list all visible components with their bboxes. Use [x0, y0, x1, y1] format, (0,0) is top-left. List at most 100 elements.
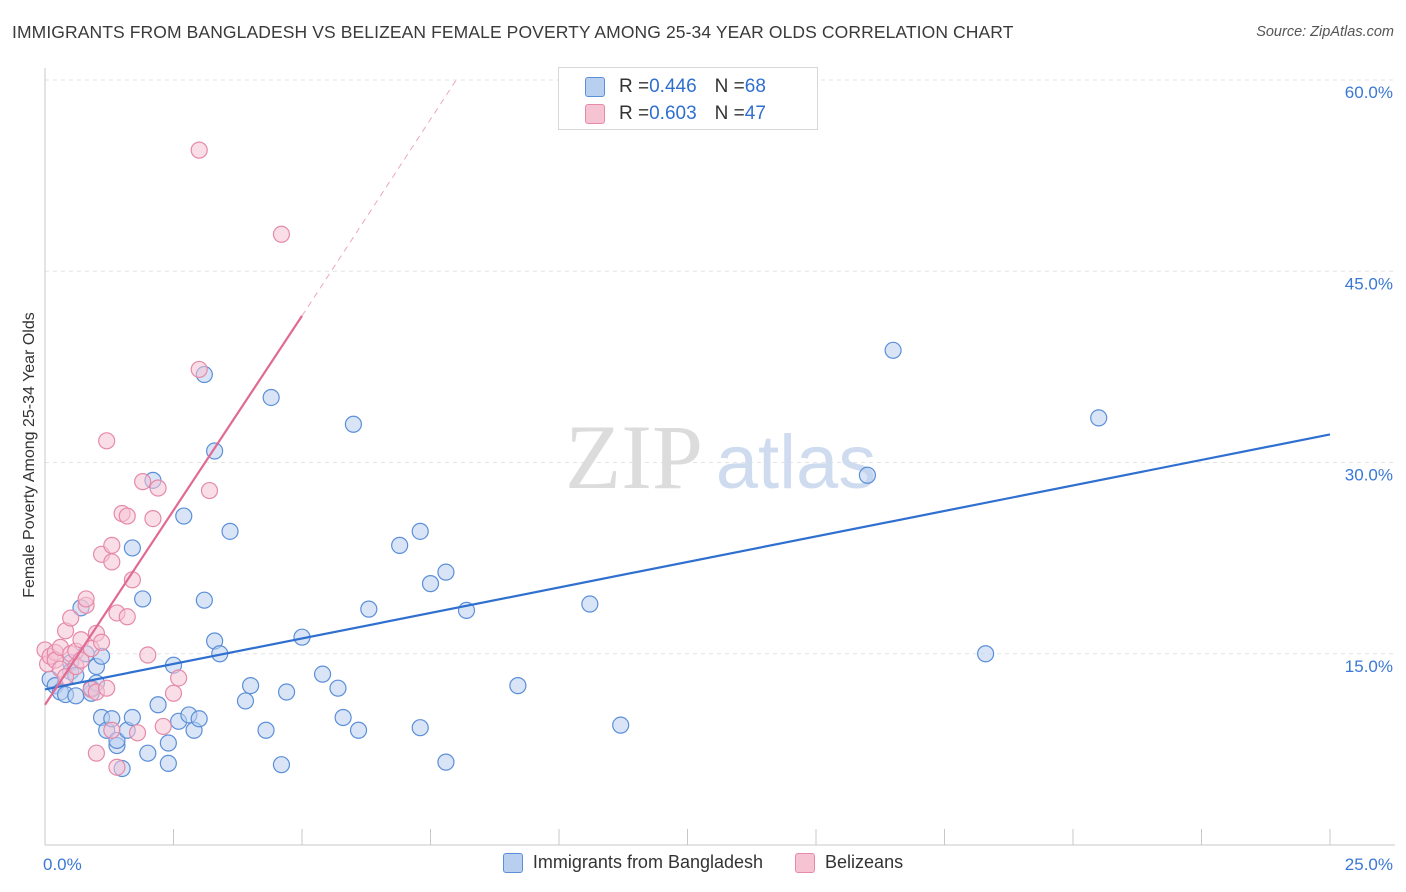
watermark: ZIP atlas [565, 406, 876, 508]
data-point-belizeans [200, 481, 219, 500]
data-point-bangladesh [858, 466, 877, 484]
source-label: Source: ZipAtlas.com [1256, 24, 1394, 40]
data-point-bangladesh [391, 536, 409, 554]
data-point-bangladesh [139, 744, 157, 762]
data-point-belizeans [98, 432, 116, 450]
data-point-belizeans [87, 744, 106, 762]
y-tick-labels: 15.0% 30.0% 45.0% 60.0% [1345, 83, 1393, 676]
data-point-bangladesh [175, 507, 193, 525]
data-point-bangladesh [509, 677, 527, 695]
data-point-bangladesh [411, 719, 429, 737]
data-point-bangladesh [67, 687, 85, 705]
data-point-belizeans [134, 473, 152, 491]
data-point-belizeans [118, 608, 136, 626]
stats-swatch-belizeans [585, 104, 605, 124]
trendlines [44, 79, 1331, 706]
data-point-belizeans [170, 669, 188, 687]
legend-swatch-belizeans [795, 852, 816, 873]
stats-n-label: N = [714, 103, 745, 124]
data-point-bangladesh [123, 708, 141, 727]
data-point-belizeans [62, 609, 80, 627]
stats-r-label: R = [619, 103, 650, 124]
data-point-bangladesh [272, 756, 291, 774]
stats-r-value: 0.446 [649, 76, 697, 97]
chart-legend: Immigrants from Bangladesh Belizeans [0, 852, 1406, 873]
data-point-belizeans [108, 758, 126, 776]
stats-legend-box: R = 0.446 N = 68 R = 0.603 N = 47 [558, 67, 818, 130]
data-point-belizeans [77, 590, 95, 608]
watermark-atlas: atlas [716, 420, 877, 505]
y-axis-label: Female Poverty Among 25-34 Year Olds [21, 312, 38, 598]
legend-label-bangladesh: Immigrants from Bangladesh [532, 852, 764, 872]
data-point-bangladesh [612, 716, 630, 734]
data-point-bangladesh [123, 539, 141, 557]
data-point-bangladesh [344, 415, 362, 433]
trendline-belizeans-extension [301, 79, 457, 317]
y-tick-label: 30.0% [1345, 466, 1393, 485]
data-point-belizeans [144, 509, 162, 528]
legend-label-belizeans: Belizeans [825, 852, 904, 872]
data-point-bangladesh [159, 754, 177, 773]
data-point-belizeans [118, 507, 136, 525]
data-point-belizeans [164, 684, 183, 702]
data-point-bangladesh [134, 590, 152, 608]
data-point-bangladesh [411, 522, 429, 540]
data-point-bangladesh [334, 708, 352, 727]
stats-n-value: 47 [744, 103, 766, 124]
data-point-bangladesh [257, 721, 275, 739]
data-point-belizeans [98, 679, 116, 697]
data-point-bangladesh [262, 388, 280, 407]
data-point-belizeans [272, 225, 291, 243]
data-point-bangladesh [277, 683, 296, 701]
data-point-bangladesh [236, 692, 255, 710]
data-point-belizeans [190, 141, 208, 159]
legend-swatch-bangladesh [502, 852, 523, 873]
data-point-belizeans [139, 646, 157, 664]
data-point-belizeans [103, 536, 121, 554]
trendline-belizeans [44, 315, 303, 706]
watermark-zip: ZIP [565, 406, 703, 508]
stats-n-value: 68 [744, 76, 766, 97]
stats-swatch-bangladesh [585, 77, 605, 97]
data-point-bangladesh [221, 522, 239, 540]
x-tick-label: 25.0% [1345, 855, 1393, 874]
stats-row-bangladesh: R = 0.446 N = 68 [585, 76, 766, 98]
data-point-bangladesh [242, 677, 260, 695]
stats-r-label: R = [619, 76, 650, 97]
axes [44, 68, 1395, 846]
data-point-bangladesh [437, 753, 455, 771]
data-point-bangladesh [581, 595, 599, 613]
data-point-belizeans [149, 479, 167, 497]
data-point-bangladesh [313, 665, 332, 683]
data-point-bangladesh [977, 645, 995, 663]
data-point-bangladesh [190, 710, 208, 728]
data-point-bangladesh [437, 563, 455, 581]
stats-row-belizeans: R = 0.603 N = 47 [585, 103, 766, 125]
data-point-bangladesh [329, 679, 347, 697]
data-point-bangladesh [1090, 409, 1108, 427]
data-point-belizeans [92, 633, 111, 651]
chart-title: IMMIGRANTS FROM BANGLADESH VS BELIZEAN F… [12, 22, 1014, 42]
y-tick-label: 60.0% [1345, 83, 1393, 102]
data-point-bangladesh [349, 721, 368, 739]
gridlines [45, 79, 1395, 655]
data-point-bangladesh [159, 734, 177, 752]
data-point-bangladesh [360, 600, 378, 618]
legend-item-belizeans[interactable]: Belizeans [795, 852, 903, 873]
data-point-belizeans [128, 724, 147, 742]
data-point-belizeans [154, 717, 172, 736]
data-point-belizeans [103, 721, 121, 739]
y-tick-label: 45.0% [1345, 274, 1393, 293]
stats-r-value: 0.603 [649, 103, 697, 124]
stats-n-label: N = [714, 76, 745, 97]
data-point-bangladesh [421, 575, 440, 593]
x-tick-label: 0.0% [43, 855, 82, 874]
data-point-belizeans [103, 553, 121, 571]
data-point-belizeans [190, 360, 208, 379]
x-tick-labels: 0.0% 25.0% [43, 855, 1393, 874]
trendline-bangladesh [44, 433, 1331, 691]
data-point-bangladesh [195, 591, 213, 609]
legend-item-bangladesh[interactable]: Immigrants from Bangladesh [502, 852, 764, 873]
data-point-bangladesh [884, 341, 902, 359]
